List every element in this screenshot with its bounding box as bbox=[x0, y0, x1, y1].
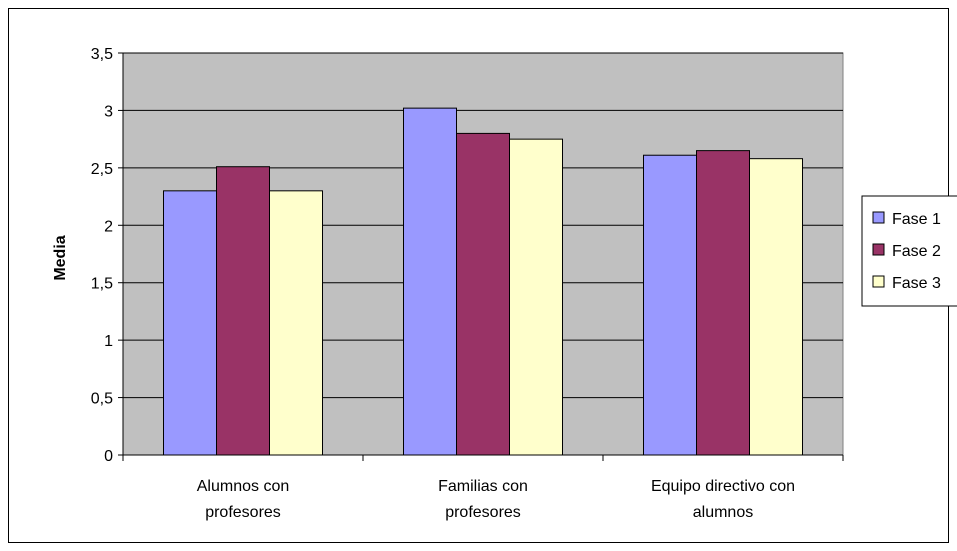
legend-label: Fase 2 bbox=[892, 243, 941, 260]
y-tick-label: 0,5 bbox=[91, 391, 113, 408]
bar-fase-1-cat-1 bbox=[163, 190, 217, 456]
bar-fase-1-cat-3 bbox=[643, 154, 697, 456]
x-category-label: Equipo directivo con alumnos bbox=[651, 478, 795, 521]
bar-fase-3-cat-1 bbox=[269, 190, 323, 456]
y-tick-label: 2,5 bbox=[91, 161, 113, 178]
y-axis-title: Media bbox=[52, 235, 69, 280]
y-tick-label: 3 bbox=[104, 103, 113, 120]
bar-fase-3-cat-3 bbox=[749, 158, 803, 456]
bar-fase-2-cat-3 bbox=[696, 150, 750, 456]
y-tick-label: 2 bbox=[104, 218, 113, 235]
bar-fase-2-cat-2 bbox=[456, 132, 510, 456]
x-category-label: Familias con profesores bbox=[438, 478, 528, 521]
bar-fase-3-cat-2 bbox=[509, 138, 563, 456]
bar-fase-1-cat-2 bbox=[403, 107, 457, 456]
legend-swatch bbox=[872, 211, 885, 224]
y-tick-label: 3,5 bbox=[91, 46, 113, 63]
x-category-label: Alumnos con profesores bbox=[197, 478, 290, 521]
y-tick-label: 1,5 bbox=[91, 276, 113, 293]
legend-label: Fase 3 bbox=[892, 275, 941, 292]
y-tick-label: 1 bbox=[104, 333, 113, 350]
legend-swatch bbox=[872, 275, 885, 288]
legend-swatch bbox=[872, 243, 885, 256]
legend-label: Fase 1 bbox=[892, 211, 941, 228]
bar-fase-2-cat-1 bbox=[216, 166, 270, 456]
y-tick-label: 0 bbox=[104, 448, 113, 465]
legend: Fase 1 Fase 2 Fase 3 bbox=[861, 195, 957, 307]
x-ticks: Alumnos con profesores Familias con profeso… bbox=[122, 455, 844, 521]
y-ticks: 0 0,5 1 1,5 2 2,5 3 3,5 bbox=[91, 46, 123, 465]
bars bbox=[163, 107, 803, 456]
